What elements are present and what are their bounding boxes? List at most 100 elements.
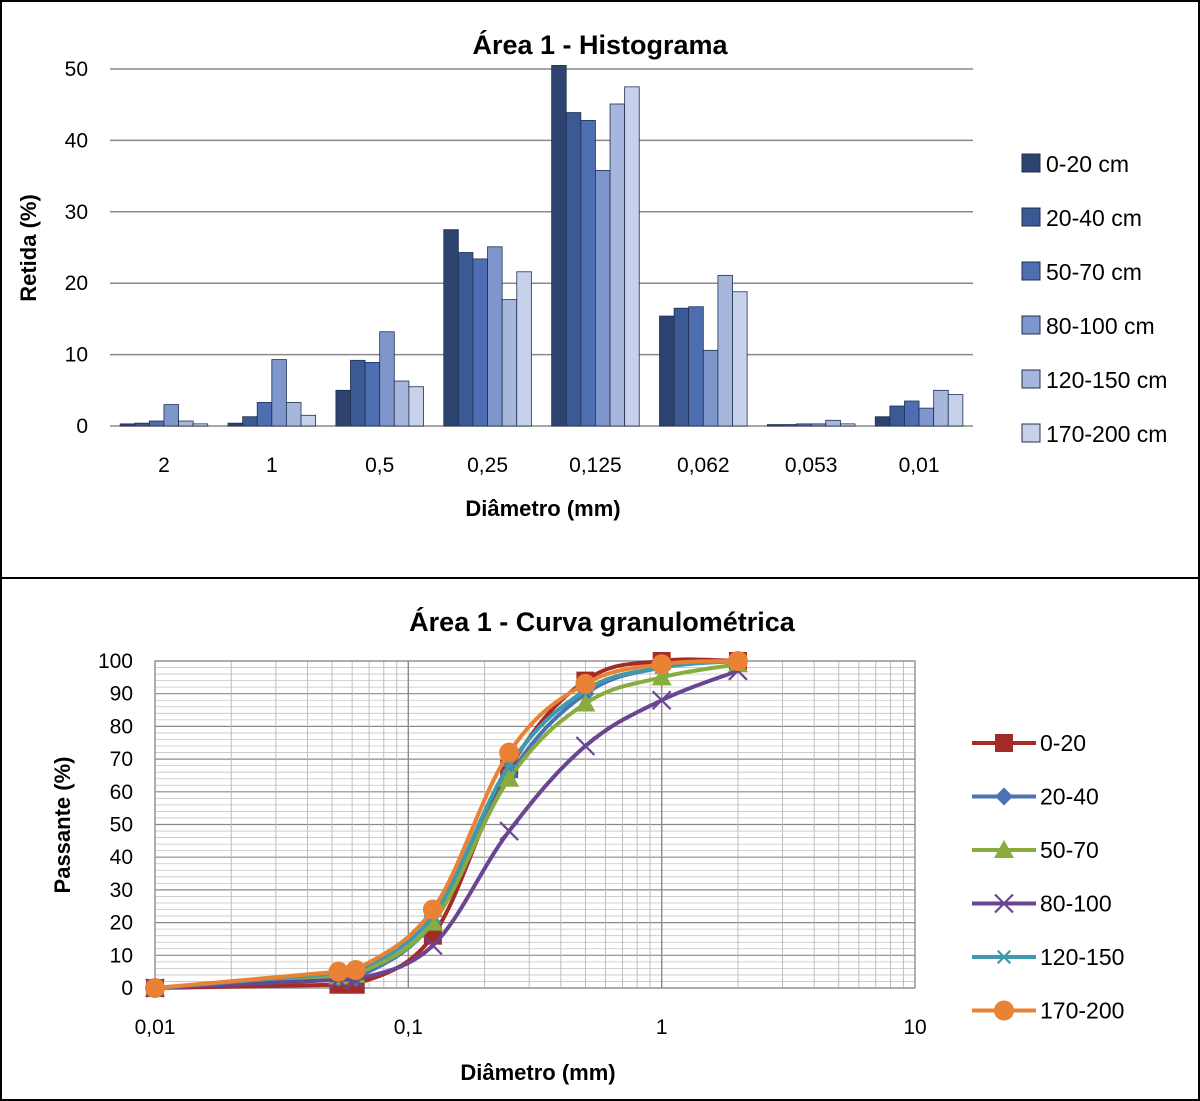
histogram-x-tick-label: 2 <box>158 454 170 477</box>
data-point-50-70 <box>575 693 596 712</box>
grading-curve-y-tick-label: 30 <box>110 879 133 902</box>
histogram-bar <box>624 86 640 427</box>
histogram-bar <box>271 359 287 427</box>
legend-label-20-40-cm: 20-40 cm <box>1046 205 1142 231</box>
grading-curve-x-tick-label: 1 <box>656 1016 668 1039</box>
legend-label-120-150-cm: 120-150 cm <box>1046 367 1167 393</box>
histogram-bar <box>350 359 366 427</box>
legend-label-80-100-cm: 80-100 cm <box>1046 313 1155 339</box>
grading-curve-x-tick-label: 10 <box>903 1016 926 1039</box>
histogram-bar <box>702 349 719 427</box>
histogram-bar <box>300 414 317 427</box>
legend-label-20-40: 20-40 <box>1040 784 1099 810</box>
histogram-x-tick-label: 0,053 <box>785 454 838 477</box>
legend-swatch-120-150-cm <box>1021 369 1041 389</box>
histogram-bar <box>810 423 827 427</box>
grading-curve-y-tick-label: 0 <box>121 977 133 1000</box>
histogram-bar <box>732 291 748 427</box>
histogram-bar <box>688 306 704 427</box>
grading-curve-y-tick-label: 10 <box>110 944 133 967</box>
grading-curve-series <box>145 651 748 998</box>
histogram-bar <box>472 258 488 427</box>
data-point-80-100 <box>423 935 443 956</box>
grading-curve-y-tick-label: 20 <box>110 912 133 935</box>
histogram-bar <box>443 229 459 427</box>
legend-marker-170-200 <box>994 1000 1014 1021</box>
histogram-bar <box>839 423 856 427</box>
legend-marker-0-20 <box>995 734 1013 752</box>
histogram-bar <box>227 422 244 427</box>
histogram-x-tick-label: 0,25 <box>467 454 508 477</box>
legend-label-0-20: 0-20 <box>1040 730 1086 756</box>
grading-curve-x-tick-label: 0,01 <box>135 1016 176 1039</box>
histogram-bar <box>874 416 891 427</box>
histogram-bar <box>335 389 351 427</box>
histogram-bar <box>673 307 690 427</box>
histogram-bar <box>609 103 626 427</box>
histogram-bar <box>242 416 258 427</box>
series-170-200 <box>145 651 748 998</box>
grading-curve-y-tick-label: 100 <box>98 650 133 673</box>
histogram-x-tick-label: 0,01 <box>899 454 940 477</box>
grading-curve-x-axis-title: Diâmetro (mm) <box>460 1060 615 1085</box>
data-point-170-200 <box>328 961 349 982</box>
legend-label-80-100: 80-100 <box>1040 891 1112 917</box>
histogram-bar <box>947 394 964 427</box>
histogram-bar <box>178 420 194 427</box>
data-point-170-200 <box>499 742 520 763</box>
histogram-bars <box>119 65 964 427</box>
histogram-bar <box>904 400 920 427</box>
grading-curve-x-tick-label: 0,1 <box>394 1016 423 1039</box>
histogram-bar <box>889 405 905 427</box>
histogram-bar <box>192 423 209 427</box>
grading-curve-y-ticks: 0 10 20 30 40 50 60 70 80 90 100 <box>98 650 133 1000</box>
legend-marker-120-150 <box>995 949 1013 965</box>
histogram-y-tick-label: 0 <box>76 415 88 438</box>
histogram-x-tick-label: 1 <box>266 454 278 477</box>
grading-curve-chart: Área 1 - Curva granulométrica 0 10 20 30 40 5… <box>50 606 1124 1085</box>
histogram-bar <box>781 424 797 427</box>
data-point-170-200 <box>651 654 672 675</box>
histogram-y-axis-title: Retida (%) <box>16 194 41 302</box>
data-point-170-200 <box>422 899 443 920</box>
histogram-bar <box>148 420 165 427</box>
data-point-50-70 <box>422 912 443 931</box>
histogram-bar <box>659 315 675 427</box>
histogram-bar <box>933 389 949 427</box>
histogram-bar <box>580 120 596 427</box>
legend-label-50-70-cm: 50-70 cm <box>1046 259 1142 285</box>
legend-label-0-20-cm: 0-20 cm <box>1046 151 1129 177</box>
data-point-80-100 <box>651 690 672 711</box>
histogram-bar <box>163 404 179 427</box>
histogram-y-ticks: 0 10 20 30 40 50 <box>65 58 88 438</box>
grading-curve-y-tick-label: 70 <box>110 748 133 771</box>
legend-label-170-200: 170-200 <box>1040 998 1124 1024</box>
histogram-bar <box>286 402 302 427</box>
histogram-legend: 0-20 cm 20-40 cm 50-70 cm 80-100 cm 120-150 … <box>1021 151 1167 447</box>
data-point-170-200 <box>345 960 366 981</box>
data-point-50-70 <box>651 667 672 686</box>
histogram-bar <box>256 402 273 427</box>
legend-label-120-150: 120-150 <box>1040 944 1124 970</box>
histogram-bar <box>595 169 611 427</box>
legend-swatch-170-200-cm <box>1021 423 1041 443</box>
histogram-bar <box>119 423 136 427</box>
histogram-bar <box>551 65 567 427</box>
grading-curve-y-axis-title: Passante (%) <box>50 757 75 894</box>
histogram-bar <box>487 246 503 427</box>
histogram-x-ticks: 2 1 0,5 0,25 0,125 0,062 0,053 0,01 <box>158 454 939 477</box>
data-point-170-200 <box>727 651 748 671</box>
grading-curve-y-tick-label: 60 <box>110 781 133 804</box>
histogram-bar <box>796 423 812 427</box>
grading-curve-y-tick-label: 50 <box>110 814 133 837</box>
histogram-title: Área 1 - Histograma <box>472 29 728 60</box>
legend-label-50-70: 50-70 <box>1040 837 1099 863</box>
grading-curve-y-tick-label: 40 <box>110 846 133 869</box>
legend-swatch-50-70-cm <box>1021 261 1041 281</box>
histogram-bar <box>918 407 935 427</box>
grading-curve-legend: 0-20 20-40 50-70 80-100 120-150 170-200 <box>972 730 1124 1024</box>
histogram-bar <box>516 271 532 427</box>
grading-curve-y-tick-label: 90 <box>110 683 133 706</box>
